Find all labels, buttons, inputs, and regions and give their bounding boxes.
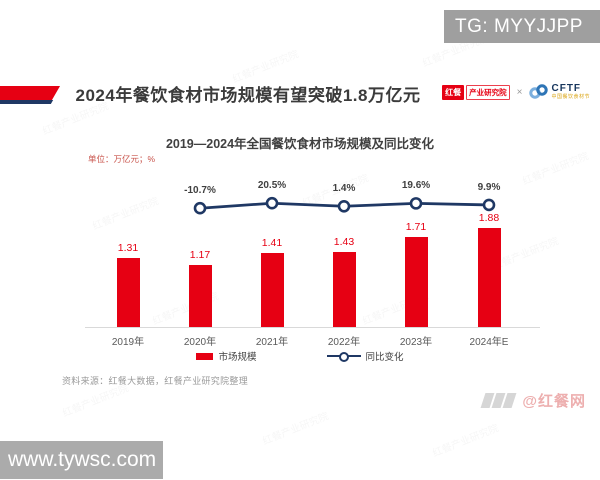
legend-label-line: 同比变化 bbox=[365, 352, 404, 363]
cftf-text-block: CFTF 中国餐饮食材节 bbox=[551, 84, 590, 100]
background-watermark-stamp: 红餐产业研究院 bbox=[231, 49, 301, 86]
bar-value-label: 1.31 bbox=[117, 241, 139, 254]
logo-separator: × bbox=[516, 86, 523, 98]
background-watermark-stamp: 红餐产业研究院 bbox=[521, 151, 591, 188]
line-marker bbox=[265, 196, 279, 210]
header-logos: 红餐 产业研究院 × CFTF 中国餐饮食材节 bbox=[442, 84, 590, 100]
bar-value-label: 1.71 bbox=[405, 220, 427, 233]
source-note: 资料来源：红餐大数据，红餐产业研究院整理 bbox=[62, 376, 249, 386]
cftf-loops-icon bbox=[529, 84, 549, 99]
x-axis-label: 2020年 bbox=[183, 337, 217, 348]
chart-unit-label: 单位：万亿元；% bbox=[88, 154, 156, 164]
chart-legend: 市场规模 同比变化 bbox=[0, 349, 600, 363]
bar-2024年E bbox=[477, 227, 501, 327]
bar-value-label: 1.41 bbox=[261, 236, 283, 249]
bar-value-label: 1.88 bbox=[478, 211, 500, 224]
x-axis-label: 2024年E bbox=[469, 337, 509, 348]
line-legend-swatch-icon bbox=[326, 351, 361, 362]
legend-label-bar: 市场规模 bbox=[218, 352, 257, 363]
hongcan-logo-box: 红餐 bbox=[442, 84, 465, 100]
x-axis-label: 2021年 bbox=[255, 337, 289, 348]
title-accent-red bbox=[0, 86, 61, 100]
bar-2021年 bbox=[260, 252, 284, 327]
legend-item-bar: 市场规模 bbox=[196, 349, 257, 363]
line-marker bbox=[482, 198, 496, 212]
page-title: 2024年餐饮食材市场规模有望突破1.8万亿元 bbox=[75, 86, 421, 105]
platform-watermark: @红餐网 bbox=[480, 390, 586, 411]
yoy-value-label: 19.6% bbox=[401, 180, 431, 192]
line-marker bbox=[193, 201, 207, 215]
yoy-value-label: 9.9% bbox=[477, 181, 501, 193]
background-watermark-stamp: 红餐产业研究院 bbox=[261, 411, 331, 448]
legend-item-line: 同比变化 bbox=[326, 349, 404, 363]
cftf-acronym: CFTF bbox=[551, 83, 582, 94]
cftf-logo: CFTF 中国餐饮食材节 bbox=[529, 84, 590, 100]
x-axis-label: 2023年 bbox=[399, 337, 433, 348]
line-marker bbox=[409, 197, 423, 210]
hongcan-institute-logo: 红餐 产业研究院 bbox=[442, 84, 510, 100]
yoy-value-label: -10.7% bbox=[184, 185, 216, 197]
chart-title: 2019—2024年全国餐饮食材市场规模及同比变化 bbox=[165, 137, 435, 151]
bar-value-label: 1.43 bbox=[333, 235, 355, 248]
yoy-value-label: 20.5% bbox=[257, 180, 287, 192]
background-watermark-stamp: 红餐产业研究院 bbox=[91, 196, 161, 233]
website-badge: www.tywsc.com bbox=[0, 441, 163, 479]
bar-2020年 bbox=[188, 265, 212, 327]
line-marker bbox=[337, 199, 351, 213]
title-accent-navy bbox=[0, 100, 54, 104]
bar-legend-swatch-icon bbox=[196, 352, 214, 360]
bar-2019年 bbox=[116, 257, 140, 327]
bar-2023年 bbox=[404, 236, 428, 327]
yoy-value-label: 1.4% bbox=[332, 183, 356, 195]
bar-2022年 bbox=[332, 251, 356, 327]
telegram-badge: TG: MYYJJPP bbox=[444, 10, 600, 43]
cftf-subtitle: 中国餐饮食材节 bbox=[551, 94, 590, 100]
bar-value-label: 1.17 bbox=[189, 249, 211, 262]
hongcan-logo-suffix: 产业研究院 bbox=[466, 84, 510, 100]
x-axis-label: 2019年 bbox=[111, 337, 145, 348]
platform-handle: @红餐网 bbox=[522, 393, 586, 410]
x-axis-line bbox=[85, 327, 540, 328]
background-watermark-stamp: 红餐产业研究院 bbox=[431, 423, 501, 460]
x-axis-label: 2022年 bbox=[327, 337, 361, 348]
platform-logo-icon bbox=[480, 393, 517, 408]
